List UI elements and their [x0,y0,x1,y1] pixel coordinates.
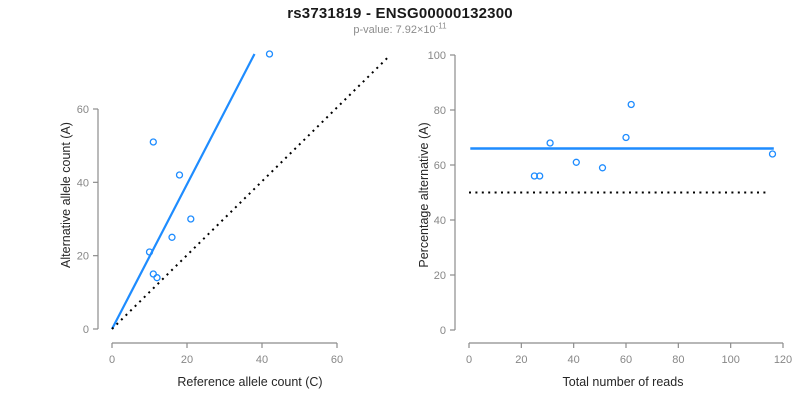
right-plot-axes: 0 20 40 60 80 100 0 20 40 60 80 100 120 [428,50,793,366]
x-tick-label: 120 [774,354,792,366]
data-point [265,50,274,58]
data-point [598,164,607,172]
y-tick-label: 80 [434,105,446,117]
data-point [572,158,580,166]
left-plot-lines [111,53,389,330]
data-point [546,139,554,147]
y-tick-label: 60 [77,104,89,116]
data-point [530,172,539,180]
subtitle-text: p-value: 7.92×10 [353,24,436,36]
data-point [627,100,635,109]
data-point [175,171,184,179]
x-tick-label: 0 [466,354,472,366]
left-plot-axes: 0 20 40 60 0 20 40 60 [77,104,343,366]
x-tick-label: 40 [256,354,268,366]
data-point [153,274,161,282]
data-point [622,133,630,142]
y-tick-label: 40 [77,177,89,189]
y-tick-label: 100 [428,50,446,62]
left-plot-points [145,50,274,282]
y-tick-label: 40 [434,215,446,227]
data-point [536,172,544,180]
x-tick-label: 100 [721,354,739,366]
x-tick-label: 20 [181,354,193,366]
x-tick-label: 0 [109,354,115,366]
identity-line [111,56,389,330]
data-point [187,215,195,223]
y-tick-label: 20 [77,251,89,263]
chart-title: rs3731819 - ENSG00000132300 [287,5,513,22]
y-tick-label: 0 [440,325,446,337]
subtitle-exponent: -11 [435,21,447,31]
data-point [145,248,154,256]
right-plot: 0 20 40 60 80 100 0 20 40 60 80 100 120 Total number… [417,50,792,389]
left-plot: 0 20 40 60 0 20 40 60 Reference allele count (C… [59,50,389,389]
right-plot-ylabel: Percentage alternative (A) [417,122,431,267]
data-point [168,233,176,241]
left-plot-xlabel: Reference allele count (C) [177,375,322,389]
y-tick-label: 20 [434,270,446,282]
x-tick-label: 60 [331,354,343,366]
right-plot-points [530,100,777,180]
x-tick-label: 80 [672,354,684,366]
regression-line [111,53,256,330]
left-plot-ylabel: Alternative allele count (A) [59,122,73,268]
data-point [149,270,157,278]
x-tick-label: 20 [515,354,527,366]
chart-subtitle: p-value: 7.92×10-11 [0,21,800,36]
x-tick-label: 40 [568,354,580,366]
right-plot-lines [469,147,774,194]
data-point [149,138,157,146]
right-plot-xlabel: Total number of reads [563,375,684,389]
x-tick-label: 60 [620,354,632,366]
y-tick-label: 60 [434,160,446,172]
y-tick-label: 0 [83,324,89,336]
data-point [768,150,777,158]
